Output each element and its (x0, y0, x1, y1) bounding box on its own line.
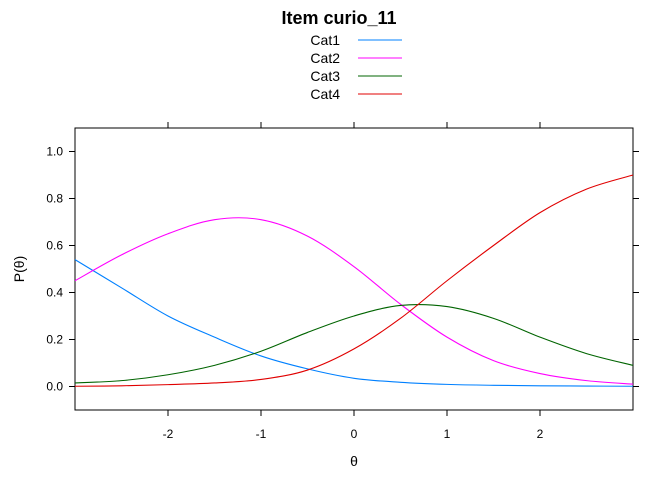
y-tick-label: 0.2 (46, 333, 63, 347)
series-line-cat4 (74, 174, 634, 387)
series-line-cat2 (74, 217, 634, 385)
legend-label-cat2: Cat2 (310, 50, 340, 66)
y-tick-label: 1.0 (46, 145, 63, 159)
legend-label-cat4: Cat4 (310, 86, 340, 102)
legend: Cat1 Cat2 Cat3 Cat4 (310, 32, 402, 102)
chart-title: Item curio_11 (281, 8, 396, 28)
x-tick-label: -1 (256, 427, 267, 441)
series-line-cat1 (74, 259, 634, 387)
y-tick-label: 0.0 (46, 380, 63, 394)
legend-label-cat3: Cat3 (310, 68, 340, 84)
legend-label-cat1: Cat1 (310, 32, 340, 48)
plot-frame (74, 127, 634, 411)
series-line-cat3 (74, 303, 634, 384)
x-tick-label: -2 (163, 427, 174, 441)
x-tick-label: 1 (444, 427, 451, 441)
series-lines (74, 174, 634, 387)
y-tick-label: 0.4 (46, 286, 63, 300)
axis-ticks: -2 -1 0 1 2 0.0 0.2 0.4 0.6 0.8 1.0 (46, 122, 639, 441)
x-axis-label: θ (350, 453, 358, 469)
y-tick-label: 0.8 (46, 192, 63, 206)
y-axis-label: P(θ) (11, 256, 27, 282)
x-tick-label: 2 (537, 427, 544, 441)
y-tick-label: 0.6 (46, 239, 63, 253)
x-tick-label: 0 (351, 427, 358, 441)
